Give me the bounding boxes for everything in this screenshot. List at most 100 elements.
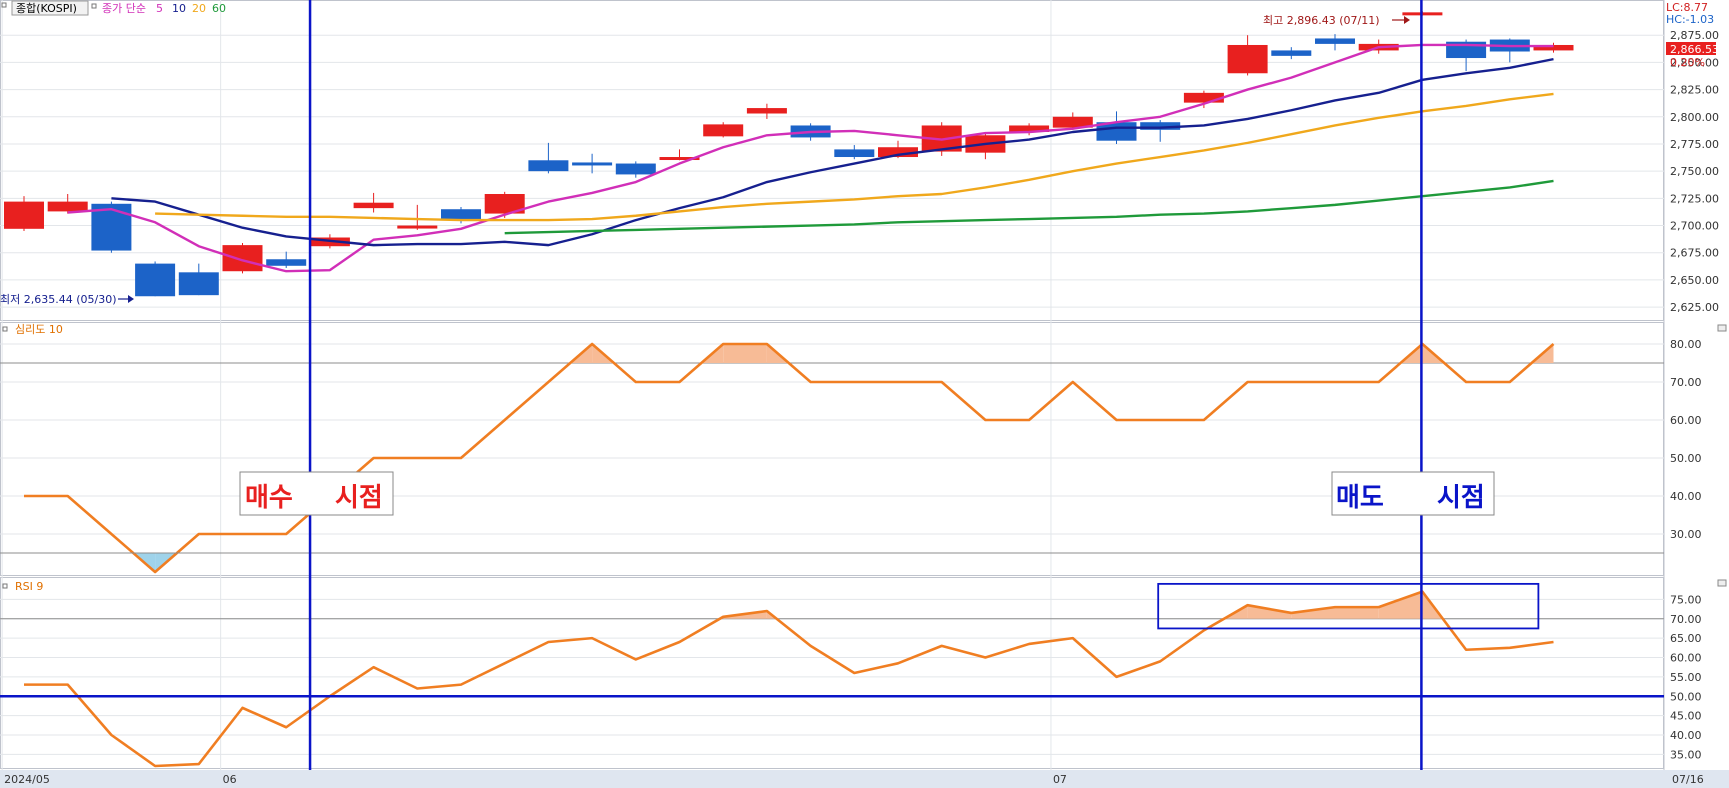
candle-body — [222, 245, 263, 272]
candle — [703, 122, 744, 138]
candle-body — [834, 149, 875, 158]
candle — [746, 103, 787, 119]
y-tick-label: 70.00 — [1670, 376, 1702, 389]
candle — [353, 192, 394, 213]
candle-body — [1533, 44, 1574, 51]
candle-body — [1183, 92, 1224, 103]
y-tick-label: 2,700.00 — [1670, 220, 1719, 233]
candle — [1009, 123, 1050, 136]
x-axis-bar — [0, 770, 1729, 788]
candle — [1227, 35, 1268, 76]
candle-body — [135, 263, 176, 297]
candle — [834, 145, 875, 160]
candle-body — [4, 201, 44, 229]
candle-body — [178, 272, 219, 296]
low-note: 최저 2,635.44 (05/30) — [0, 293, 117, 306]
x-axis-label: 06 — [223, 773, 237, 786]
candle-body — [1052, 116, 1093, 128]
symbol-selector[interactable] — [11, 0, 89, 16]
sentiment-toggle-icon[interactable] — [2, 326, 8, 332]
candle-body — [1315, 38, 1355, 44]
y-tick-label: 65.00 — [1670, 632, 1702, 645]
x-axis-label: 07 — [1053, 773, 1067, 786]
candle-body — [1227, 44, 1268, 74]
rsi-collapse-icon[interactable] — [1717, 579, 1727, 587]
change-pct-label: 0.20% — [1670, 56, 1705, 69]
candle-body — [572, 162, 613, 166]
ma-label: 종가 단순 — [102, 2, 146, 15]
ma-line-10 — [111, 57, 1554, 247]
sell-point-annotation: 매도 시점 — [1331, 471, 1495, 516]
buy-right-label: 시점 — [335, 483, 383, 513]
y-tick-label: 2,800.00 — [1670, 111, 1719, 124]
candle-body — [353, 202, 394, 209]
buy-left-label: 매수 — [245, 483, 293, 513]
candle-body — [266, 259, 307, 266]
candle — [659, 149, 700, 161]
sell-right-label: 시점 — [1437, 483, 1485, 513]
ma5-label: 5 — [156, 2, 163, 15]
y-tick-label: 55.00 — [1670, 671, 1702, 684]
y-tick-label: 75.00 — [1670, 593, 1702, 606]
ma-line-60 — [504, 179, 1554, 235]
candle-body — [878, 147, 918, 158]
candle — [615, 161, 656, 178]
x-axis-label: 2024/05 — [4, 773, 50, 786]
y-tick-label: 2,650.00 — [1670, 274, 1719, 287]
candle — [1052, 112, 1093, 130]
candle — [1140, 120, 1181, 142]
candle — [572, 153, 613, 174]
candle-body — [397, 225, 438, 229]
panel-toggle-icon[interactable] — [1, 2, 7, 8]
candle — [91, 201, 132, 253]
high-note: 최고 2,896.43 (07/11) — [1263, 14, 1380, 27]
y-tick-label: 2,825.00 — [1670, 84, 1719, 97]
candle — [47, 194, 88, 214]
sentiment-collapse-icon[interactable] — [1717, 324, 1727, 332]
sentiment-title: 심리도 10 — [15, 323, 63, 336]
y-tick-label: 40.00 — [1670, 729, 1702, 742]
low-arrow-icon — [128, 295, 134, 303]
candle-body — [528, 160, 569, 172]
candle-body — [1140, 122, 1181, 130]
buy-point-annotation: 매수 시점 — [239, 471, 394, 516]
ma10-label: 10 — [172, 2, 186, 15]
candle — [528, 142, 569, 174]
candle — [4, 196, 44, 231]
candle-body — [703, 124, 744, 137]
y-tick-label: 2,775.00 — [1670, 138, 1719, 151]
candle — [1183, 90, 1224, 109]
y-tick-label: 60.00 — [1670, 652, 1702, 665]
candle-body — [746, 108, 787, 114]
ma-toggle-icon[interactable] — [91, 3, 97, 9]
candle — [397, 204, 438, 230]
y-axis-area — [1664, 0, 1729, 770]
candle — [266, 251, 307, 268]
candle — [1271, 47, 1312, 60]
candle-body — [659, 157, 700, 161]
last-price-label: 2,866.53 — [1670, 43, 1719, 56]
candle-body — [1009, 125, 1050, 132]
y-tick-label: 2,750.00 — [1670, 165, 1719, 178]
candle-body — [484, 194, 525, 214]
y-tick-label: 80.00 — [1670, 338, 1702, 351]
y-tick-label: 70.00 — [1670, 613, 1702, 626]
y-tick-label: 2,725.00 — [1670, 192, 1719, 205]
candle — [1315, 34, 1355, 51]
candle-body — [1271, 50, 1312, 56]
y-tick-label: 2,675.00 — [1670, 247, 1719, 260]
candle-body — [47, 201, 88, 212]
rsi-overbought-fill — [1335, 607, 1379, 619]
price-panel — [0, 0, 1664, 321]
sentiment-line — [24, 342, 1555, 574]
rsi-highlight-box — [1157, 582, 1540, 630]
y-tick-label: 2,875.00 — [1670, 29, 1719, 42]
rsi-toggle-icon[interactable] — [2, 583, 8, 589]
candle-body — [615, 163, 656, 175]
candle-body — [441, 209, 481, 221]
y-tick-label: 50.00 — [1670, 452, 1702, 465]
hc-value: HC:-1.03 — [1666, 13, 1714, 26]
rsi-title: RSI 9 — [15, 580, 43, 593]
rsi-overbought-fill — [1378, 591, 1423, 619]
